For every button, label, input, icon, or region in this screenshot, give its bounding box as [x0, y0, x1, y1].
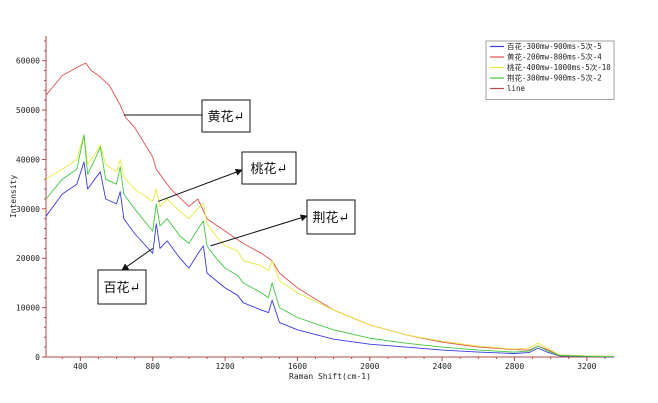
x-tick-label: 800: [145, 362, 160, 371]
legend-label-1: 黄花-200mw-800ms-5次-4: [507, 52, 602, 62]
x-tick-label: 2000: [360, 362, 379, 371]
annotation-arrow: [157, 168, 243, 202]
axes: 400 800 1200 1600 2000 2400 2800 3200 0 10000 2000…: [9, 36, 614, 381]
annotation-label: 桃花↵: [251, 161, 288, 177]
annotation-box: [97, 269, 147, 305]
annotation-arrow: [210, 214, 308, 247]
annotation-box: [306, 199, 356, 235]
legend: 百花-300mw-900ms-5次-5黄花-200mw-800ms-5次-4桃花…: [485, 40, 615, 100]
y-tick-label: 0: [35, 353, 40, 362]
x-tick-label: 3200: [577, 362, 596, 371]
series-line-3: [45, 134, 615, 358]
legend-label-4: line: [507, 84, 526, 93]
x-tick-label: 2400: [433, 362, 452, 371]
y-tick-label: 60000: [16, 57, 40, 66]
annotation-label: 荆花↵: [313, 210, 350, 226]
y-tick-label: 30000: [16, 205, 40, 214]
x-tick-label: 1600: [288, 362, 307, 371]
x-tick-label: 400: [73, 362, 88, 371]
x-axis-title: Raman Shift(cm-1): [289, 372, 371, 381]
x-tick-label: 1200: [215, 362, 234, 371]
y-tick-label: 10000: [16, 304, 40, 313]
annotation-arrow: [121, 247, 154, 271]
annotation-box: [201, 99, 251, 133]
series-lines: [45, 62, 615, 358]
y-tick-label: 20000: [16, 254, 40, 263]
x-tick-label: 2800: [505, 362, 524, 371]
series-line-1: [45, 62, 615, 357]
y-axis-title: Intensity: [9, 175, 18, 219]
annotation-label: 黄花↵: [208, 109, 245, 125]
legend-label-3: 荆花-300mw-900ms-5次-2: [507, 73, 602, 83]
annotations: 黄花↵ 桃花↵ 荆花↵ 百花↵: [97, 99, 356, 305]
legend-box: [485, 40, 615, 100]
legend-label-2: 桃花-400mw-1000ms-5次-10: [507, 62, 611, 72]
series-line-0: [45, 161, 615, 358]
annotation-box: [241, 151, 297, 185]
y-tick-label: 50000: [16, 106, 40, 115]
annotation-label: 百花↵: [104, 280, 141, 296]
y-tick-label: 40000: [16, 155, 40, 164]
series-line-2: [45, 134, 615, 357]
legend-label-0: 百花-300mw-900ms-5次-5: [507, 41, 602, 51]
